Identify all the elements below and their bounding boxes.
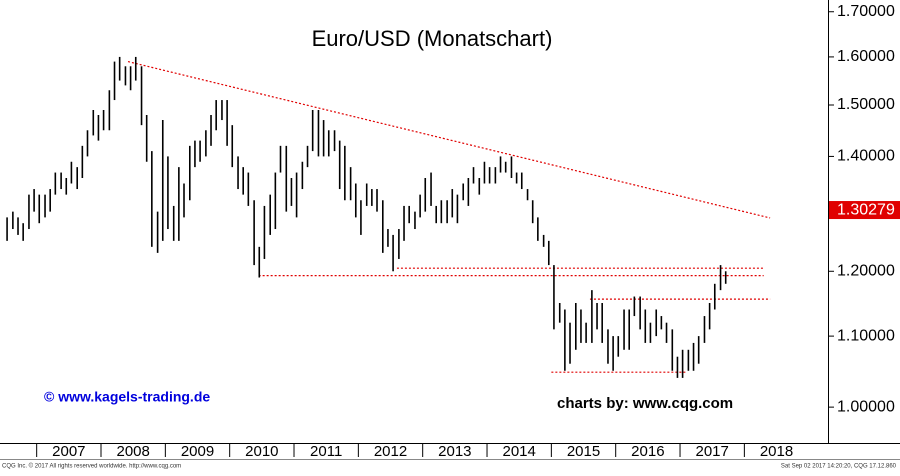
x-tick-label: 2016 (631, 443, 664, 460)
x-tick-label: 2007 (52, 443, 85, 460)
price-marker-label: 1.30279 (837, 201, 895, 218)
annotation: © www.kagels-trading.de (44, 389, 210, 405)
price-marker (829, 201, 900, 220)
footer-right: Sat Sep 02 2017 14:20:20, CQG 17.12.860 (781, 464, 897, 470)
y-tick-label: 1.00000 (837, 398, 895, 415)
x-tick-label: 2008 (116, 443, 149, 460)
chart-title: Euro/USD (Monatschart) (312, 26, 553, 51)
y-tick-label: 1.10000 (837, 327, 895, 344)
x-tick-label: 2011 (310, 443, 342, 460)
y-tick-label: 1.60000 (837, 48, 895, 65)
y-tick-label: 1.20000 (837, 262, 895, 279)
y-tick-label: 1.40000 (837, 148, 895, 165)
annotation: charts by: www.cqg.com (557, 395, 733, 412)
y-tick-label: 1.70000 (837, 3, 895, 20)
x-tick-label: 2015 (567, 443, 600, 460)
x-tick-label: 2009 (181, 443, 214, 460)
x-tick-label: 2010 (245, 443, 278, 460)
x-tick-label: 2018 (760, 443, 793, 460)
x-tick-label: 2012 (374, 443, 407, 460)
y-tick-label: 1.50000 (837, 96, 895, 113)
footer-left: CQG Inc. © 2017 All rights reserved worl… (2, 463, 181, 470)
x-tick-label: 2013 (438, 443, 471, 460)
x-tick-label: 2017 (696, 443, 729, 460)
x-tick-label: 2014 (503, 443, 536, 460)
